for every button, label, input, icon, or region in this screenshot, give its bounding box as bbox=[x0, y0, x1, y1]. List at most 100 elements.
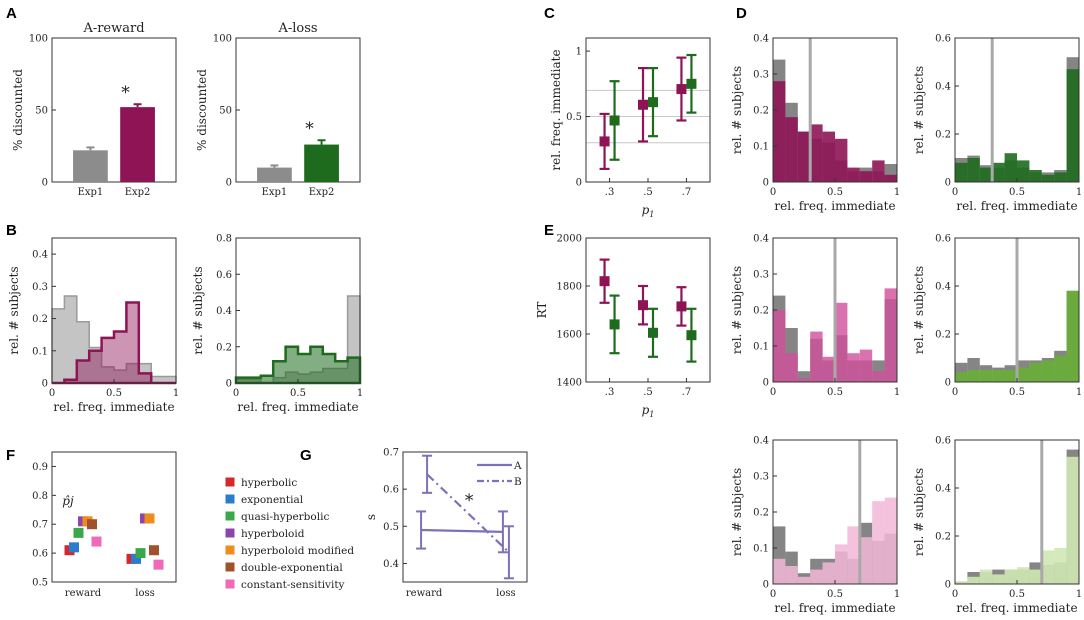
B1-ytick-label: 0.1 bbox=[32, 346, 48, 357]
F-marker-loss bbox=[144, 513, 155, 524]
G-significance: * bbox=[465, 491, 474, 511]
D1-xtick-label: 0.5 bbox=[827, 187, 843, 198]
D6-bin-exp2 bbox=[992, 574, 1005, 584]
D3-bin-exp2 bbox=[835, 302, 848, 382]
F-marker-loss bbox=[149, 545, 159, 556]
D3-bin-exp2 bbox=[884, 288, 897, 382]
B2-ytick-label: 0.4 bbox=[216, 306, 232, 317]
F-ytick-label: 0.9 bbox=[32, 462, 48, 473]
F-frame bbox=[51, 451, 177, 583]
D2-xtick-label: 0 bbox=[952, 187, 958, 198]
D5-ytick-label: 0 bbox=[763, 580, 769, 591]
A1-ytick-label: 100 bbox=[29, 34, 48, 45]
D4-bin-exp2 bbox=[1054, 355, 1067, 382]
A2-frame bbox=[235, 37, 361, 183]
D4-bin-exp2 bbox=[955, 372, 968, 382]
B1-hist-exp2 bbox=[52, 301, 176, 385]
C-marker-reward bbox=[638, 99, 648, 110]
chart-D4: 0 0.2 0.4 0.6 rel. # subjects 0 0.5 1 bbox=[912, 234, 1082, 399]
D1-ylabel: rel. # subjects bbox=[730, 66, 744, 154]
D5-bin-exp2 bbox=[859, 537, 873, 584]
C-ytick-label: 1 bbox=[576, 47, 582, 58]
D1-bin-exp2 bbox=[872, 160, 885, 182]
A2-xtick-label: Exp1 bbox=[262, 187, 288, 198]
G-ytick-label: 0.7 bbox=[383, 448, 399, 459]
D5-bin-exp2 bbox=[835, 544, 848, 584]
D5-bin-exp2 bbox=[773, 558, 786, 584]
G-xtick-label: loss bbox=[496, 588, 515, 599]
D6-bin-exp2 bbox=[1029, 569, 1042, 584]
C-ytick-label: 0.5 bbox=[566, 112, 582, 123]
D6-xtick-label: 0.5 bbox=[1009, 589, 1025, 600]
F-xtick-label: loss bbox=[135, 588, 154, 599]
D2-bin-exp2 bbox=[1041, 174, 1055, 182]
C-xtick-label: .5 bbox=[643, 187, 653, 198]
D5-ylabel: rel. # subjects bbox=[730, 468, 744, 556]
E-ytick-label: 1800 bbox=[557, 282, 582, 293]
D5-bin-exp2 bbox=[810, 569, 823, 584]
A2-ytick-label: 50 bbox=[219, 106, 232, 117]
D1-ytick-label: 0.3 bbox=[753, 70, 769, 81]
D1-bin-exp2 bbox=[810, 124, 823, 182]
C-xtick-label: .7 bbox=[682, 187, 692, 198]
D2-bin-exp2 bbox=[979, 167, 993, 182]
E-marker-loss bbox=[648, 327, 658, 338]
D5-bin-exp2 bbox=[884, 497, 897, 584]
G-ytick-label: 0.6 bbox=[383, 485, 399, 496]
D2-ytick-label: 0.2 bbox=[935, 130, 951, 141]
B1-xlabel: rel. freq. immediate bbox=[53, 400, 174, 414]
D3-bin-exp2 bbox=[859, 349, 873, 382]
D3-xtick-label: 0.5 bbox=[827, 387, 843, 398]
D1-bin-exp2 bbox=[785, 117, 798, 182]
D3-ytick-label: 0.2 bbox=[753, 306, 769, 317]
D2-bin-exp2 bbox=[992, 162, 1005, 182]
D1-ytick-label: 0.1 bbox=[753, 142, 769, 153]
E-ylabel: RT bbox=[535, 302, 549, 319]
D6-bin-exp2 bbox=[1017, 567, 1030, 584]
B2-xtick-label: 0.5 bbox=[290, 388, 306, 399]
F-ytick-label: 0.6 bbox=[32, 549, 48, 560]
G-series-B bbox=[426, 473, 510, 554]
D1-ytick-label: 0.2 bbox=[753, 106, 769, 117]
D1-bin-exp2 bbox=[822, 131, 835, 182]
A2-xtick-label: Exp2 bbox=[309, 187, 335, 198]
C-marker-reward bbox=[599, 136, 610, 147]
D6-bin-exp2 bbox=[979, 569, 993, 584]
D5-xlabel: rel. freq. immediate bbox=[774, 601, 895, 615]
D6-ytick-label: 0.4 bbox=[935, 484, 951, 495]
C-marker-loss bbox=[686, 78, 697, 89]
D6-ytick-label: 0 bbox=[945, 580, 951, 591]
D4-ytick-label: 0 bbox=[945, 378, 951, 389]
D4-bin-exp2 bbox=[967, 370, 980, 382]
G-legend-label: A bbox=[513, 460, 522, 472]
D3-bin-exp2 bbox=[797, 378, 811, 382]
A1-bar-exp1 bbox=[73, 150, 108, 182]
D2-bin-exp2 bbox=[1004, 153, 1017, 182]
D4-ytick-label: 0.4 bbox=[935, 282, 951, 293]
D4-bin-exp2 bbox=[979, 370, 993, 382]
F-legend-swatch bbox=[225, 562, 235, 572]
F-marker-reward bbox=[73, 527, 84, 538]
B1-ylabel: rel. # subjects bbox=[7, 266, 21, 354]
D5-bin-exp2 bbox=[872, 501, 885, 584]
D1-ytick-label: 0.4 bbox=[753, 34, 769, 45]
F-marker-reward bbox=[69, 542, 79, 553]
F-legend-swatch bbox=[225, 511, 235, 521]
E-xlabel: p1 bbox=[642, 403, 655, 419]
C-ytick-label: 0 bbox=[576, 178, 582, 189]
D5-bin-exp2 bbox=[785, 566, 798, 584]
D3-xtick-label: 1 bbox=[894, 387, 900, 398]
panel-label-c: C bbox=[544, 5, 555, 22]
D2-bin-exp2 bbox=[1054, 172, 1067, 182]
D3-bin-exp2 bbox=[773, 310, 786, 382]
D2-xlabel: rel. freq. immediate bbox=[956, 199, 1077, 213]
D4-bin-exp2 bbox=[1041, 360, 1055, 382]
F-marker-loss bbox=[135, 548, 146, 559]
F-legend-swatch bbox=[225, 477, 235, 487]
E-marker-reward bbox=[676, 301, 687, 312]
